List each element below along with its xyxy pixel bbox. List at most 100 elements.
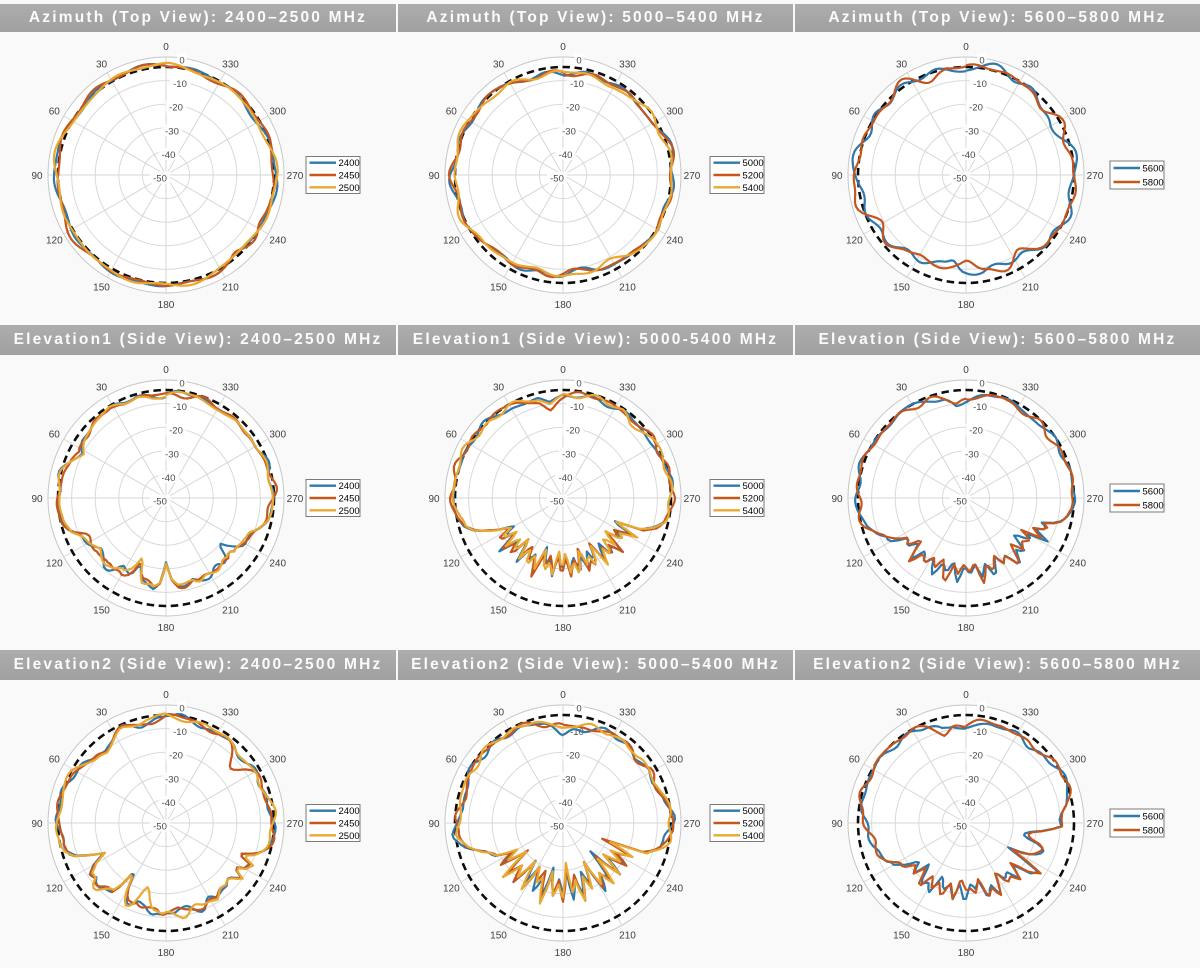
svg-text:0: 0 [179,379,184,390]
svg-text:0: 0 [560,365,566,376]
svg-text:0: 0 [963,365,969,376]
svg-text:0: 0 [576,56,581,67]
svg-text:5000: 5000 [743,806,764,817]
svg-text:-10: -10 [173,402,187,413]
svg-text:-30: -30 [165,449,179,460]
svg-text:150: 150 [490,931,507,942]
svg-text:5000: 5000 [743,481,764,492]
svg-text:-50: -50 [153,174,167,185]
svg-text:90: 90 [31,171,43,182]
svg-text:180: 180 [958,623,975,634]
svg-text:0: 0 [560,42,566,53]
svg-text:240: 240 [666,236,683,247]
svg-text:330: 330 [1022,707,1039,718]
svg-text:300: 300 [666,755,683,766]
svg-text:30: 30 [493,382,505,393]
svg-text:330: 330 [619,59,636,70]
svg-text:-20: -20 [566,426,580,437]
svg-text:5800: 5800 [1143,826,1164,837]
svg-text:0: 0 [179,56,184,67]
svg-text:-20: -20 [969,103,983,114]
svg-text:5800: 5800 [1143,501,1164,512]
svg-text:30: 30 [896,59,908,70]
svg-text:180: 180 [555,948,572,959]
svg-text:330: 330 [222,59,239,70]
svg-text:-40: -40 [559,150,573,161]
svg-text:210: 210 [619,606,636,617]
svg-text:-40: -40 [962,798,976,809]
svg-text:-20: -20 [169,103,183,114]
svg-text:2500: 2500 [339,183,360,194]
svg-text:150: 150 [893,931,910,942]
svg-text:60: 60 [849,430,861,441]
svg-text:210: 210 [619,283,636,294]
svg-text:90: 90 [831,819,843,830]
svg-text:60: 60 [446,107,458,118]
svg-text:-30: -30 [562,774,576,785]
svg-text:330: 330 [222,707,239,718]
svg-text:-30: -30 [965,449,979,460]
svg-text:0: 0 [963,690,969,701]
svg-text:5600: 5600 [1143,812,1164,823]
svg-text:-50: -50 [953,822,967,833]
svg-text:-10: -10 [570,727,584,738]
svg-text:210: 210 [619,931,636,942]
svg-text:0: 0 [979,704,984,715]
svg-text:0: 0 [560,690,566,701]
svg-text:180: 180 [158,948,175,959]
svg-text:210: 210 [222,283,239,294]
svg-text:-30: -30 [562,449,576,460]
svg-text:150: 150 [893,606,910,617]
svg-text:5200: 5200 [743,171,764,182]
svg-text:-10: -10 [570,402,584,413]
svg-text:0: 0 [179,704,184,715]
svg-text:-20: -20 [169,751,183,762]
svg-text:-10: -10 [570,79,584,90]
svg-text:210: 210 [1022,283,1039,294]
svg-text:120: 120 [846,559,863,570]
svg-text:0: 0 [576,379,581,390]
svg-text:120: 120 [443,559,460,570]
svg-text:180: 180 [555,623,572,634]
svg-text:150: 150 [490,283,507,294]
svg-text:-30: -30 [965,774,979,785]
svg-text:2500: 2500 [339,506,360,517]
svg-text:5400: 5400 [743,183,764,194]
svg-text:330: 330 [619,707,636,718]
svg-text:180: 180 [158,300,175,311]
svg-text:30: 30 [493,707,505,718]
svg-text:210: 210 [222,606,239,617]
svg-text:2400: 2400 [339,158,360,169]
svg-text:-20: -20 [969,751,983,762]
svg-text:30: 30 [896,382,908,393]
svg-text:300: 300 [269,430,286,441]
svg-text:300: 300 [1069,430,1086,441]
svg-text:0: 0 [979,56,984,67]
svg-text:-10: -10 [973,79,987,90]
svg-text:5600: 5600 [1143,164,1164,175]
svg-text:-30: -30 [165,126,179,137]
svg-text:5200: 5200 [743,819,764,830]
svg-text:30: 30 [96,707,108,718]
svg-text:120: 120 [443,884,460,895]
svg-text:-50: -50 [153,497,167,508]
svg-text:240: 240 [269,884,286,895]
svg-text:270: 270 [1087,171,1104,182]
svg-text:2500: 2500 [339,831,360,842]
svg-text:0: 0 [963,42,969,53]
svg-text:150: 150 [490,606,507,617]
svg-text:60: 60 [49,430,61,441]
svg-text:270: 270 [1087,494,1104,505]
svg-text:-40: -40 [162,798,176,809]
svg-text:0: 0 [163,690,169,701]
svg-text:270: 270 [287,819,304,830]
svg-text:5600: 5600 [1143,487,1164,498]
svg-text:300: 300 [269,107,286,118]
svg-text:5800: 5800 [1143,178,1164,189]
svg-text:180: 180 [958,300,975,311]
svg-text:-30: -30 [165,774,179,785]
svg-text:270: 270 [684,171,701,182]
svg-text:-50: -50 [953,174,967,185]
svg-text:240: 240 [666,884,683,895]
svg-text:-40: -40 [162,150,176,161]
